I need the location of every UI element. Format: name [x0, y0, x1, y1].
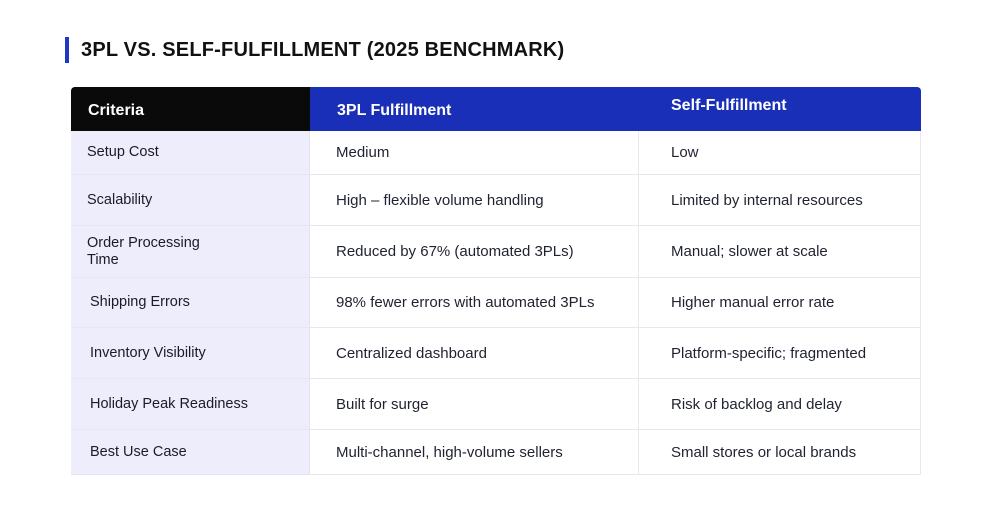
column-header-self-label: Self-Fulfillment [671, 97, 787, 114]
criteria-cell: Shipping Errors [71, 278, 310, 328]
self-cell: Low [639, 131, 921, 175]
criteria-cell: Order Processing Time [71, 226, 310, 278]
comparison-table: Criteria 3PL Fulfillment Self-Fulfillmen… [71, 87, 921, 475]
criteria-cell: Holiday Peak Readiness [71, 379, 310, 430]
threepl-cell: Centralized dashboard [310, 328, 639, 379]
table-row: Holiday Peak Readiness Built for surge R… [71, 379, 921, 430]
criteria-cell: Best Use Case [71, 430, 310, 475]
column-header-3pl: 3PL Fulfillment [310, 87, 639, 131]
column-header-3pl-label: 3PL Fulfillment [337, 102, 452, 119]
criteria-cell: Scalability [71, 175, 310, 226]
page-title-block: 3PL VS. SELF-FULFILLMENT (2025 BENCHMARK… [65, 37, 564, 63]
table-header-row: Criteria 3PL Fulfillment Self-Fulfillmen… [71, 87, 921, 131]
table-row: Inventory Visibility Centralized dashboa… [71, 328, 921, 379]
self-cell: Manual; slower at scale [639, 226, 921, 278]
page-title: 3PL VS. SELF-FULFILLMENT (2025 BENCHMARK… [81, 38, 565, 61]
column-header-criteria-label: Criteria [88, 102, 145, 119]
threepl-cell: High – flexible volume handling [310, 175, 639, 226]
self-cell: Small stores or local brands [639, 430, 921, 475]
table-row: Order Processing Time Reduced by 67% (au… [71, 226, 921, 278]
table-row: Shipping Errors 98% fewer errors with au… [71, 278, 921, 328]
threepl-cell: Built for surge [310, 379, 639, 430]
column-header-criteria: Criteria [71, 87, 310, 131]
table-header: Criteria 3PL Fulfillment Self-Fulfillmen… [71, 87, 921, 131]
column-header-self: Self-Fulfillment [639, 87, 921, 131]
table-row: Best Use Case Multi-channel, high-volume… [71, 430, 921, 475]
threepl-cell: 98% fewer errors with automated 3PLs [310, 278, 639, 328]
criteria-cell-text: Order Processing Time [87, 234, 200, 268]
criteria-cell: Setup Cost [71, 131, 310, 175]
self-cell: Risk of backlog and delay [639, 379, 921, 430]
criteria-cell: Inventory Visibility [71, 328, 310, 379]
table-row: Setup Cost Medium Low [71, 131, 921, 175]
title-accent-bar [65, 37, 69, 63]
threepl-cell: Multi-channel, high-volume sellers [310, 430, 639, 475]
self-cell: Platform-specific; fragmented [639, 328, 921, 379]
threepl-cell: Medium [310, 131, 639, 175]
self-cell: Limited by internal resources [639, 175, 921, 226]
threepl-cell: Reduced by 67% (automated 3PLs) [310, 226, 639, 278]
table-body: Setup Cost Medium Low Scalability High –… [71, 131, 921, 475]
self-cell: Higher manual error rate [639, 278, 921, 328]
table-row: Scalability High – flexible volume handl… [71, 175, 921, 226]
